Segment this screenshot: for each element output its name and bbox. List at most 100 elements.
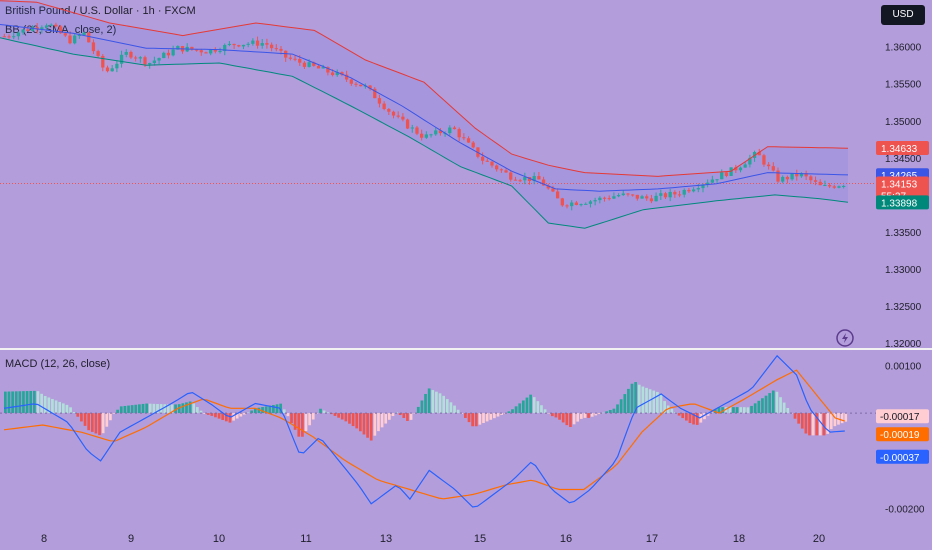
candle xyxy=(598,196,602,204)
macd-histogram-bar xyxy=(800,413,804,429)
candle xyxy=(162,51,166,59)
price-tick-label: 1.36000 xyxy=(885,43,922,54)
macd-histogram-bar xyxy=(337,413,340,418)
macd-histogram-bar xyxy=(192,403,196,414)
macd-histogram-bar xyxy=(250,410,254,414)
macd-histogram-bar xyxy=(69,407,72,414)
candle xyxy=(818,179,822,186)
candle xyxy=(560,197,564,207)
candle xyxy=(691,187,696,193)
candle-body xyxy=(77,35,82,36)
candle-body xyxy=(687,189,691,192)
macd-histogram-bar xyxy=(43,395,47,414)
candle xyxy=(152,56,157,66)
candle-body xyxy=(607,198,611,200)
macd-histogram-bar xyxy=(532,397,536,414)
macd-histogram-bar xyxy=(474,413,478,427)
candle xyxy=(480,152,485,165)
currency-button[interactable]: USD xyxy=(881,5,925,25)
candle-body xyxy=(612,196,616,199)
candle xyxy=(49,23,53,27)
macd-histogram-bar xyxy=(159,404,163,414)
macd-histogram-bar xyxy=(253,408,257,414)
candle xyxy=(607,195,611,201)
candle xyxy=(138,56,142,63)
time-tick-label: 15 xyxy=(474,533,486,545)
macd-histogram-bar xyxy=(413,413,417,414)
time-axis[interactable]: 8 9 10 11 13 15 16 17 18 20 xyxy=(41,533,825,545)
candle-body xyxy=(382,103,386,110)
candle xyxy=(710,175,715,184)
candle xyxy=(677,190,682,198)
macd-histogram-bar xyxy=(290,413,293,423)
macd-histogram-bar xyxy=(217,413,221,419)
macd-histogram-bar xyxy=(188,401,192,414)
macd-histogram-bar xyxy=(145,403,148,414)
candle-body xyxy=(532,176,536,181)
macd-histogram-bar xyxy=(717,407,721,414)
candle xyxy=(565,204,569,209)
price-axis[interactable]: 1.360001.355001.350001.345001.340001.335… xyxy=(876,43,929,350)
macd-histogram-bar xyxy=(130,405,134,414)
candle-body xyxy=(255,40,260,46)
macd-histogram-bar xyxy=(739,407,743,414)
lightning-bolt-icon[interactable] xyxy=(836,329,854,347)
candle-body xyxy=(832,186,836,188)
candle xyxy=(349,78,353,86)
candle-body xyxy=(837,186,841,188)
candle-body xyxy=(523,177,527,181)
macd-histogram-bar xyxy=(319,408,322,414)
candle-body xyxy=(541,179,546,186)
candle xyxy=(706,179,710,188)
candle xyxy=(832,184,836,189)
candle-body xyxy=(743,164,747,168)
macd-histogram-bar xyxy=(199,410,203,414)
macd-histogram-bar xyxy=(511,409,514,414)
candle xyxy=(35,23,39,34)
candle-body xyxy=(91,42,96,52)
candle xyxy=(574,200,579,206)
macd-histogram-bar xyxy=(279,403,283,414)
macd-histogram-bar xyxy=(782,402,786,414)
price-pane[interactable] xyxy=(0,0,876,229)
macd-histogram-bar xyxy=(398,413,402,416)
macd-histogram-bar xyxy=(561,413,565,423)
candle xyxy=(687,187,691,194)
macd-histogram-bar xyxy=(14,391,18,414)
symbol-title[interactable]: British Pound / U.S. Dollar · 1h · FXCM xyxy=(5,5,196,17)
candle-body xyxy=(584,203,588,205)
candle-body xyxy=(284,50,288,58)
candle xyxy=(452,125,457,130)
macd-histogram-bar xyxy=(228,413,232,423)
candle xyxy=(837,185,841,189)
macd-pane[interactable] xyxy=(0,354,876,508)
macd-value-badge: -0.00019 xyxy=(876,427,929,442)
macd-tick-label: -0.00200 xyxy=(885,505,925,516)
macd-histogram-bar xyxy=(826,413,829,434)
candle-body xyxy=(424,134,428,138)
candle-body xyxy=(823,185,827,187)
macd-histogram-bar xyxy=(11,391,14,414)
candle-body xyxy=(58,26,63,34)
macd-legend[interactable]: MACD (12, 26, close) xyxy=(5,358,111,370)
candle-body xyxy=(396,115,400,117)
candle-body xyxy=(7,36,11,38)
candle xyxy=(659,189,663,200)
macd-histogram-bar xyxy=(340,413,344,420)
candle-body xyxy=(199,50,203,53)
candle-body xyxy=(593,200,597,202)
macd-value-badge: -0.00037 xyxy=(876,449,929,464)
bollinger-upper-line xyxy=(0,0,849,177)
macd-histogram-bar xyxy=(496,413,500,417)
candle-body xyxy=(148,63,152,65)
macd-histogram-bar xyxy=(612,408,616,414)
candle-body xyxy=(776,170,780,182)
macd-axis[interactable]: 0.001000.00000-0.00200-0.00017-0.00019-0… xyxy=(876,361,929,516)
macd-histogram-bar xyxy=(90,413,94,432)
bollinger-band-fill xyxy=(0,0,848,229)
macd-histogram-bar xyxy=(742,407,746,414)
candle-body xyxy=(73,35,77,44)
candle-body xyxy=(785,176,790,180)
